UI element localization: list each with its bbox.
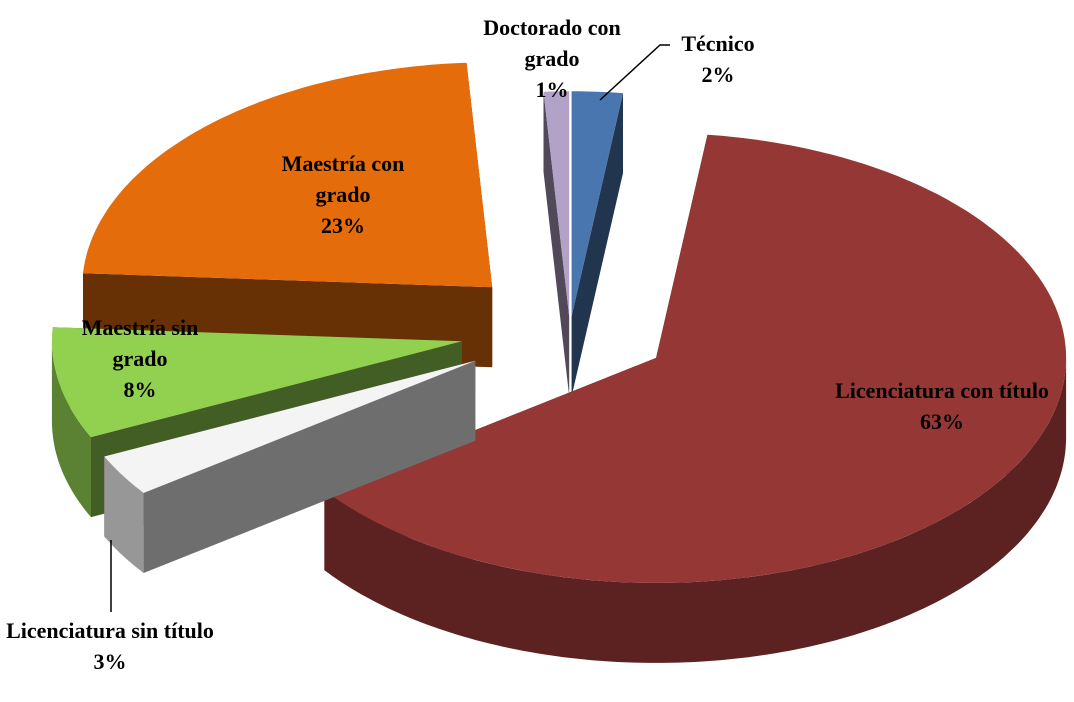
- category-label: Licenciatura con título: [835, 378, 1049, 403]
- slice-label: Licenciatura sin título 3%: [0, 615, 220, 677]
- leader-line: [599, 44, 670, 101]
- slice-side: [543, 91, 570, 397]
- slice-label: Maestría con grado 23%: [268, 148, 418, 241]
- category-label: Maestría con grado: [281, 151, 405, 207]
- slice-wall: [324, 357, 1067, 663]
- slices: [51, 62, 1067, 663]
- slice: [324, 134, 1067, 583]
- slice: [52, 327, 462, 438]
- category-label: Técnico: [681, 31, 755, 56]
- slice-side: [104, 360, 476, 537]
- slice: [104, 360, 476, 493]
- category-label: Maestría sin grado: [81, 315, 199, 371]
- slice-label: Licenciatura con título 63%: [832, 375, 1052, 437]
- slice-wall: [51, 341, 91, 518]
- percent-label: 1%: [535, 77, 569, 102]
- slice-label: Doctorado con grado 1%: [457, 12, 647, 105]
- percent-label: 63%: [920, 409, 964, 434]
- slice-label: Técnico 2%: [653, 28, 783, 90]
- slice-side: [571, 93, 623, 397]
- slice: [543, 91, 570, 317]
- percent-label: 8%: [123, 377, 157, 402]
- category-label: Doctorado con grado: [483, 15, 621, 71]
- category-label: Licenciatura sin título: [6, 618, 214, 643]
- slice-label: Maestría sin grado 8%: [70, 312, 210, 405]
- percent-label: 23%: [321, 213, 365, 238]
- percent-label: 3%: [93, 649, 127, 674]
- percent-label: 2%: [701, 62, 735, 87]
- slice-wall: [104, 456, 144, 573]
- slice: [83, 62, 493, 288]
- slice: [571, 91, 623, 317]
